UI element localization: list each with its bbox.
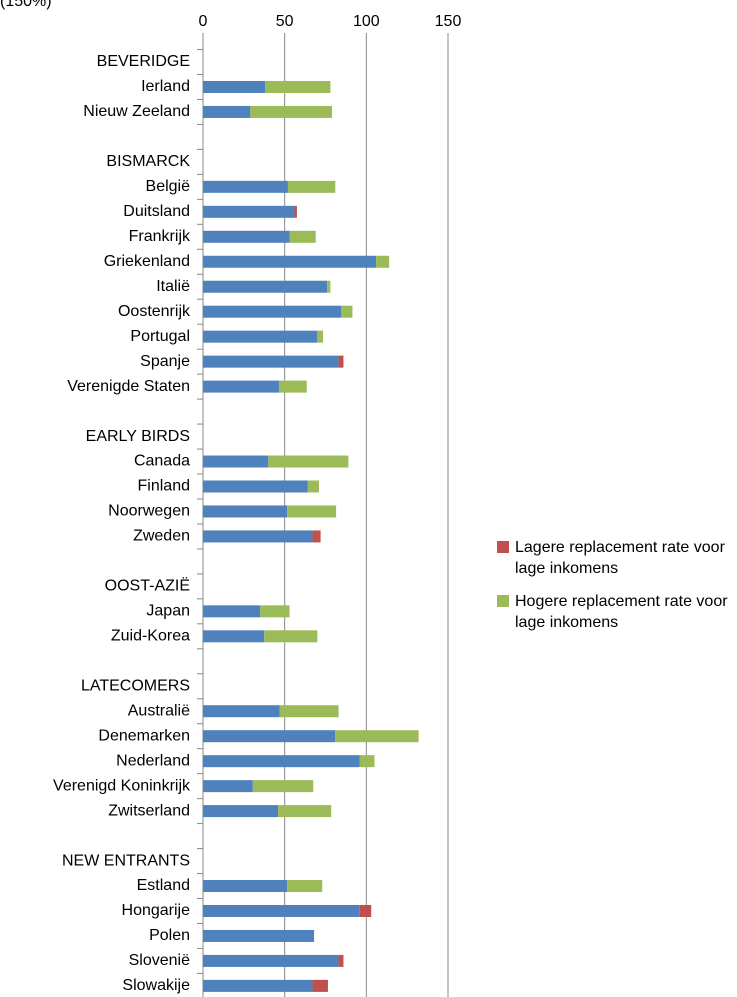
y-tick-label: Zwitserland xyxy=(108,802,190,819)
bar-segment xyxy=(203,230,290,243)
legend-swatch xyxy=(497,541,509,553)
x-tick-label: 0 xyxy=(199,13,208,30)
bar-segment xyxy=(203,455,269,468)
bar-segment xyxy=(203,180,288,193)
bar-segment xyxy=(264,630,318,643)
bar-segment xyxy=(203,480,308,493)
bar-segment xyxy=(278,380,307,393)
y-tick-label: Australië xyxy=(128,702,190,719)
bar-segment xyxy=(278,805,332,818)
bar-segment xyxy=(376,255,390,268)
y-tick-label: Nieuw Zeeland xyxy=(83,103,190,120)
bar-segment xyxy=(289,230,316,243)
y-tick-label: Portugal xyxy=(130,328,190,345)
y-tick-label: Zuid-Korea xyxy=(111,628,190,645)
bar-segment xyxy=(203,505,288,518)
bar-segment xyxy=(203,755,360,768)
y-tick-label: Hongarije xyxy=(122,902,191,919)
bar-segment xyxy=(203,904,360,917)
y-tick-label: Italië xyxy=(156,278,190,295)
bar-segment xyxy=(203,255,377,268)
bar-segment xyxy=(203,805,279,818)
bar-segment xyxy=(203,630,265,643)
legend-label: Lagere replacement rate voor lage inkome… xyxy=(515,539,725,577)
legend-label: Hogere replacement rate voor lage inkome… xyxy=(515,593,728,631)
x-tick-label: 150 xyxy=(435,13,462,30)
bar-segment xyxy=(203,205,295,218)
y-tick-label: Nederland xyxy=(116,752,190,769)
y-tick-label: Verenigd Koninkrijk xyxy=(53,777,191,794)
bar-segment xyxy=(203,605,261,618)
x-tick-label: 100 xyxy=(353,13,380,30)
y-tick-label: Japan xyxy=(146,603,190,620)
bar-segment xyxy=(359,755,375,768)
bar-segment xyxy=(203,705,280,718)
bar-segment xyxy=(203,105,251,118)
y-tick-label: Zweden xyxy=(133,528,190,545)
bar-segment xyxy=(335,730,419,743)
y-tick-label: België xyxy=(146,178,191,195)
y-tick-label: OOST-AZIË xyxy=(105,577,190,595)
bar-segment xyxy=(312,979,328,992)
bar-segment xyxy=(338,355,344,368)
y-tick-label: Slowakije xyxy=(122,977,190,994)
bar-segment xyxy=(203,880,288,893)
y-tick-label: Polen xyxy=(149,927,190,944)
y-tick-label: Estland xyxy=(137,877,190,894)
y-tick-label: NEW ENTRANTS xyxy=(62,852,190,869)
bar-segment xyxy=(203,80,266,93)
bar-segment xyxy=(203,979,313,992)
bar-segment xyxy=(203,280,328,293)
legend-swatch xyxy=(497,595,509,607)
bar-segment xyxy=(338,954,344,967)
bar-segment xyxy=(312,530,321,543)
y-tick-label: Noorwegen xyxy=(108,503,190,520)
y-tick-label: Duitsland xyxy=(123,203,190,220)
bar-segment xyxy=(359,904,372,917)
bar-segment xyxy=(307,480,319,493)
y-tick-label: LATECOMERS xyxy=(81,677,190,694)
bar-segment xyxy=(203,730,336,743)
y-tick-label: Oostenrijk xyxy=(118,303,191,320)
y-tick-label: Canada xyxy=(134,453,190,470)
bar-segment xyxy=(203,330,318,343)
bar-segment xyxy=(287,880,323,893)
bar-segment xyxy=(279,705,339,718)
bar-segment xyxy=(203,355,339,368)
y-tick-label: Finland xyxy=(138,478,190,495)
y-tick-label: Slovenië xyxy=(129,952,190,969)
y-tick-label: EARLY BIRDS xyxy=(86,428,190,445)
bar-segment xyxy=(287,180,336,193)
bar-segment xyxy=(260,605,290,618)
bar-segment xyxy=(317,330,324,343)
y-tick-label: Denemarken xyxy=(98,727,190,744)
chart-subtitle: (150%) xyxy=(0,0,52,10)
bar-segment xyxy=(268,455,349,468)
x-tick-label: 50 xyxy=(276,13,294,30)
bar-segment xyxy=(287,505,337,518)
bar-segment xyxy=(252,780,314,793)
bar-segment xyxy=(203,929,315,942)
y-tick-label: Griekenland xyxy=(104,253,190,270)
bar-segment xyxy=(250,105,333,118)
bar-segment xyxy=(341,305,353,318)
bar-segment xyxy=(203,305,342,318)
y-tick-label: Spanje xyxy=(140,353,190,370)
bar-segment xyxy=(294,205,297,218)
y-tick-label: Verenigde Staten xyxy=(67,378,190,395)
bar-segment xyxy=(203,530,313,543)
y-tick-label: Ierland xyxy=(141,78,190,95)
bar-segment xyxy=(327,280,331,293)
bar-segment xyxy=(203,780,253,793)
y-tick-label: BEVERIDGE xyxy=(97,53,190,70)
y-tick-label: Frankrijk xyxy=(129,228,191,245)
bar-segment xyxy=(203,380,279,393)
bar-segment xyxy=(265,80,331,93)
y-tick-label: BISMARCK xyxy=(106,153,190,170)
bar-segment xyxy=(203,954,339,967)
